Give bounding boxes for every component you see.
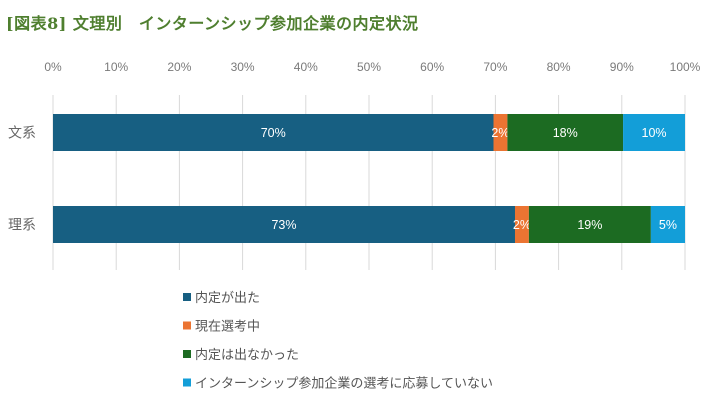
bar-segment <box>493 114 508 151</box>
data-label: 10% <box>642 126 667 140</box>
x-tick-label: 100% <box>670 60 701 74</box>
legend-label: 内定が出た <box>195 290 260 306</box>
x-tick-label: 10% <box>104 60 128 74</box>
bar-segment <box>623 114 685 151</box>
data-label: 73% <box>271 218 296 232</box>
legend-marker <box>183 378 191 387</box>
bar-segment <box>650 206 685 243</box>
x-tick-label: 60% <box>420 60 444 74</box>
x-tick-label: 30% <box>231 60 255 74</box>
data-label: 2% <box>491 126 509 140</box>
x-tick-label: 50% <box>357 60 381 74</box>
x-tick-label: 0% <box>44 60 62 74</box>
bar-segment <box>528 206 651 243</box>
chart-title: [図表8] 文理別 インターンシップ参加企業の内定状況 <box>6 14 419 33</box>
legend-label: インターンシップ参加企業の選考に応募していない <box>195 376 493 392</box>
x-tick-label: 90% <box>610 60 634 74</box>
bar-segment <box>53 114 494 151</box>
legend-marker <box>183 350 191 358</box>
x-tick-label: 80% <box>547 60 571 74</box>
bar-segment <box>514 206 529 243</box>
legend-label: 内定は出なかった <box>195 347 299 363</box>
legend-label: 現在選考中 <box>195 320 260 335</box>
data-label: 2% <box>513 218 531 232</box>
data-label: 70% <box>261 126 286 140</box>
x-tick-label: 70% <box>483 60 507 74</box>
bar-segment <box>507 114 624 151</box>
bar-segment <box>53 206 515 243</box>
x-tick-label: 40% <box>294 60 318 74</box>
category-label: 文系 <box>8 126 36 142</box>
category-label: 理系 <box>8 218 36 234</box>
legend-marker <box>183 321 191 330</box>
data-label: 5% <box>659 218 677 232</box>
data-label: 19% <box>577 218 602 232</box>
legend-marker <box>183 293 191 301</box>
data-label: 18% <box>553 126 578 140</box>
x-tick-label: 20% <box>167 60 191 74</box>
